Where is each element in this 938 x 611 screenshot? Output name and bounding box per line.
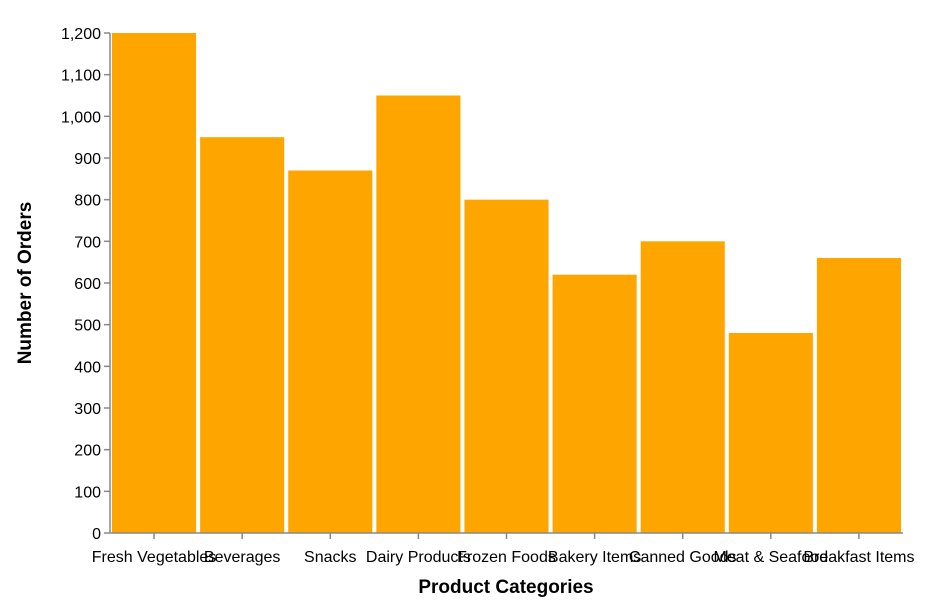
x-tick-label-0: Fresh Vegetables [92, 549, 217, 566]
bar-8 [816, 258, 901, 533]
bar-2 [288, 170, 373, 533]
y-tick-label-8: 800 [74, 193, 101, 210]
bar-6 [640, 241, 725, 533]
bars-layer [112, 33, 901, 534]
bar-5 [552, 274, 637, 533]
y-tick-label-6: 600 [74, 276, 101, 293]
x-tick-label-4: Frozen Foods [457, 549, 556, 566]
x-axis-title: Product Categories [418, 577, 593, 598]
bar-7 [728, 333, 813, 533]
y-tick-label-7: 700 [74, 234, 101, 251]
y-tick-label-10: 1,000 [61, 109, 101, 126]
y-tick-label-9: 900 [74, 151, 101, 168]
x-tick-label-1: Beverages [204, 549, 281, 566]
bar-1 [200, 137, 285, 534]
y-tick-label-4: 400 [74, 359, 101, 376]
x-tick-label-2: Snacks [304, 549, 356, 566]
y-tick-label-3: 300 [74, 401, 101, 418]
x-tick-label-5: Bakery Items [548, 549, 641, 566]
x-tick-label-3: Dairy Products [366, 549, 471, 566]
bar-3 [376, 95, 461, 533]
bar-0 [112, 33, 197, 533]
y-axis: 0 100 200 300 400 500 600 700 800 900 1,000 1,100 1,… [61, 26, 111, 543]
y-tick-label-12: 1,200 [61, 26, 101, 43]
y-tick-label-5: 500 [74, 318, 101, 335]
y-tick-label-2: 200 [74, 443, 101, 460]
y-tick-label-0: 0 [92, 526, 101, 543]
x-tick-label-8: Breakfast Items [803, 549, 914, 566]
y-axis-title: Number of Orders [15, 202, 36, 365]
bar-4 [464, 199, 549, 534]
y-tick-label-1: 100 [74, 484, 101, 501]
x-tick-label-7: Meat & Seafood [713, 549, 828, 566]
x-tick-label-6: Canned Goods [629, 549, 737, 566]
y-tick-label-11: 1,100 [61, 68, 101, 85]
